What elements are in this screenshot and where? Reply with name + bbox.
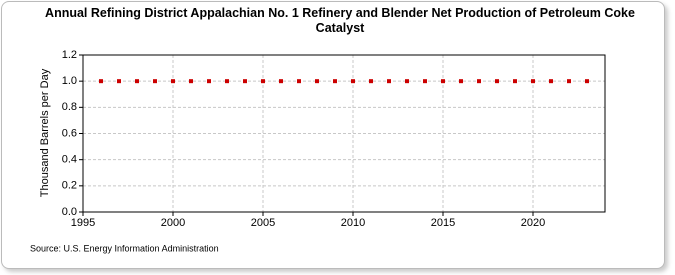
y-tick-label: 0.0 bbox=[62, 206, 77, 218]
data-point bbox=[333, 79, 337, 84]
y-tick-label: 0.8 bbox=[62, 101, 77, 113]
data-point bbox=[99, 79, 103, 84]
plot-border bbox=[82, 54, 606, 213]
data-point bbox=[459, 79, 463, 84]
x-tick-label: 2000 bbox=[161, 217, 185, 229]
data-point bbox=[513, 79, 517, 84]
data-point bbox=[351, 79, 355, 84]
data-point bbox=[243, 79, 247, 84]
y-tick-label: 0.2 bbox=[62, 180, 77, 192]
data-point bbox=[441, 79, 445, 84]
data-point bbox=[549, 79, 553, 84]
y-tick-label: 1.2 bbox=[62, 49, 77, 61]
data-point bbox=[405, 79, 409, 84]
chart-frame bbox=[1, 1, 665, 269]
data-point bbox=[585, 79, 589, 84]
data-point bbox=[225, 79, 229, 84]
data-point bbox=[117, 79, 121, 84]
source-note: Source: U.S. Energy Information Administ… bbox=[30, 243, 219, 253]
data-point bbox=[171, 79, 175, 84]
x-tick-label: 2005 bbox=[251, 217, 275, 229]
data-point bbox=[189, 79, 193, 84]
data-point bbox=[261, 79, 265, 84]
data-point bbox=[477, 79, 481, 84]
y-axis-label: Thousand Barrels per Day bbox=[39, 68, 51, 197]
x-tick-label: 2020 bbox=[521, 217, 545, 229]
data-point bbox=[369, 79, 373, 84]
data-point bbox=[207, 79, 211, 84]
data-point bbox=[423, 79, 427, 84]
y-tick-label: 0.6 bbox=[62, 127, 77, 139]
data-point bbox=[531, 79, 535, 84]
data-point bbox=[153, 79, 157, 84]
data-point bbox=[297, 79, 301, 84]
chart-title: Annual Refining District Appalachian No.… bbox=[45, 6, 635, 35]
data-point bbox=[135, 79, 139, 84]
data-point bbox=[315, 79, 319, 84]
data-point bbox=[279, 79, 283, 84]
data-point bbox=[387, 79, 391, 84]
x-tick-label: 2010 bbox=[341, 217, 365, 229]
y-tick-label: 0.4 bbox=[62, 154, 77, 166]
data-point bbox=[495, 79, 499, 84]
data-point bbox=[567, 79, 571, 84]
y-tick-label: 1.0 bbox=[62, 75, 77, 87]
x-tick-label: 2015 bbox=[431, 217, 455, 229]
x-tick-label: 1995 bbox=[71, 217, 95, 229]
